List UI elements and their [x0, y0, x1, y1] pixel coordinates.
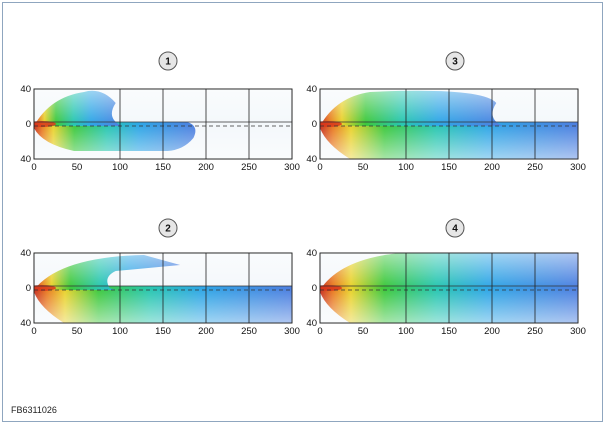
panel-number-badge — [445, 51, 465, 71]
y-tick-label: 40 — [20, 154, 31, 165]
y-tick-label: 40 — [306, 248, 317, 259]
x-tick-label: 100 — [398, 162, 414, 173]
y-tick-label: 40 — [306, 318, 317, 329]
x-tick-label: 250 — [527, 326, 543, 337]
figure-code: FB6311026 — [11, 405, 57, 415]
x-tick-label: 200 — [198, 162, 214, 173]
plot-border — [33, 88, 293, 160]
y-tick-label: 0 — [312, 119, 317, 130]
y-tick-label: 40 — [306, 154, 317, 165]
x-tick-label: 100 — [398, 326, 414, 337]
x-tick-label: 100 — [112, 326, 128, 337]
panel-number-badge — [158, 218, 178, 238]
hot-spot — [34, 285, 56, 291]
x-tick-label: 300 — [284, 326, 300, 337]
panel-number-label: 2 — [165, 224, 171, 235]
panel-number-label: 1 — [165, 57, 171, 68]
x-tick-label: 0 — [317, 326, 322, 337]
x-tick-label: 0 — [31, 162, 36, 173]
figure-frame — [2, 2, 603, 422]
x-tick-label: 250 — [241, 326, 257, 337]
light-field — [34, 89, 292, 159]
x-tick-label: 0 — [31, 326, 36, 337]
x-tick-label: 0 — [317, 162, 322, 173]
y-tick-label: 40 — [20, 248, 31, 259]
x-tick-label: 50 — [72, 326, 83, 337]
x-tick-label: 300 — [284, 162, 300, 173]
hot-spot — [34, 121, 56, 127]
panel-number-label: 3 — [452, 57, 458, 68]
x-tick-label: 200 — [198, 326, 214, 337]
light-field — [320, 89, 578, 159]
y-tick-label: 40 — [20, 84, 31, 95]
x-tick-label: 150 — [441, 162, 457, 173]
plot-border — [319, 252, 579, 324]
plot-border — [319, 88, 579, 160]
x-tick-label: 150 — [441, 326, 457, 337]
x-tick-label: 300 — [570, 162, 586, 173]
hot-spot — [320, 121, 342, 127]
x-tick-label: 150 — [155, 326, 171, 337]
y-tick-label: 40 — [20, 318, 31, 329]
x-tick-label: 100 — [112, 162, 128, 173]
x-tick-label: 200 — [484, 326, 500, 337]
panel-number-badge — [158, 51, 178, 71]
plot-border — [33, 252, 293, 324]
y-tick-label: 40 — [306, 84, 317, 95]
panel-number-badge — [445, 218, 465, 238]
x-tick-label: 250 — [241, 162, 257, 173]
y-tick-label: 0 — [26, 283, 31, 294]
panel-number-label: 4 — [452, 224, 458, 235]
x-tick-label: 250 — [527, 162, 543, 173]
x-tick-label: 300 — [570, 326, 586, 337]
x-tick-label: 150 — [155, 162, 171, 173]
y-tick-label: 0 — [26, 119, 31, 130]
x-tick-label: 50 — [358, 326, 369, 337]
hot-spot — [320, 285, 342, 291]
light-field — [34, 253, 292, 323]
x-tick-label: 50 — [358, 162, 369, 173]
light-field — [320, 253, 578, 323]
y-tick-label: 0 — [312, 283, 317, 294]
x-tick-label: 50 — [72, 162, 83, 173]
x-tick-label: 200 — [484, 162, 500, 173]
